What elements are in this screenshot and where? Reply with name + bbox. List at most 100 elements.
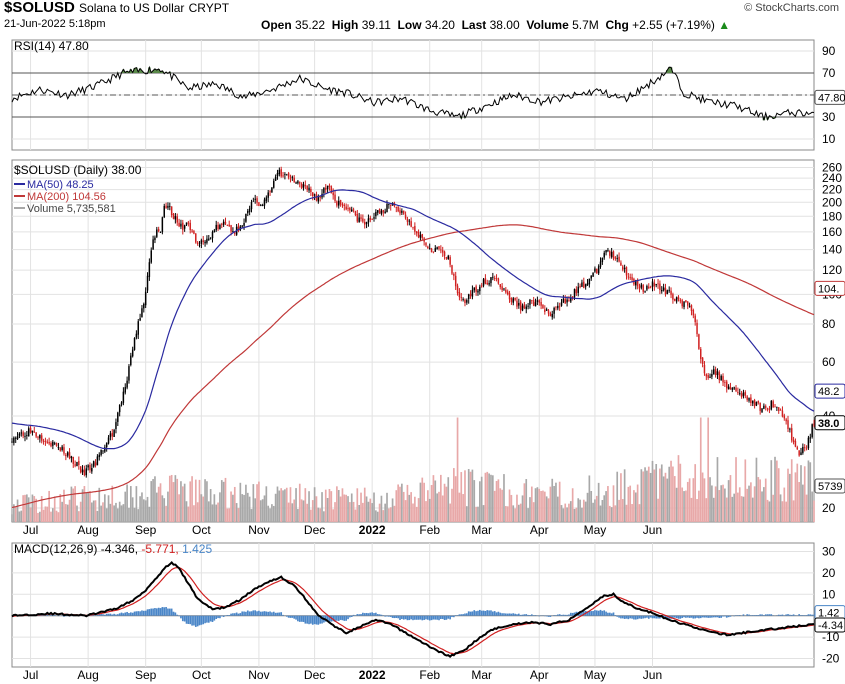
volume-bar	[750, 482, 752, 522]
macd-histogram-bar	[763, 615, 765, 616]
candle-body	[486, 282, 489, 285]
candle-body	[276, 173, 279, 177]
candle-body	[375, 212, 377, 217]
candle-body	[33, 431, 36, 433]
macd-histogram-bar	[337, 615, 340, 621]
volume-bar	[478, 481, 481, 522]
macd-histogram-bar	[642, 615, 645, 619]
volume-bar	[675, 487, 678, 522]
macd-panel-frame	[11, 542, 815, 668]
candle-body	[694, 315, 696, 323]
candle-body	[796, 447, 799, 450]
volume-bar	[579, 499, 581, 522]
macd-histogram-bar	[287, 615, 290, 618]
macd-y-tick-label: 30	[822, 545, 836, 559]
candle-body	[592, 272, 594, 277]
volume-bar	[438, 491, 440, 522]
price-title: $SOLUSD (Daily) 38.00	[14, 163, 142, 177]
candle-body	[696, 322, 698, 335]
macd-histogram-bar	[129, 612, 132, 616]
macd-histogram-bar	[506, 613, 509, 616]
volume-bar	[139, 496, 141, 522]
volume-bar	[646, 470, 648, 522]
macd-histogram-bar	[582, 611, 585, 616]
macd-histogram-bar	[755, 615, 758, 616]
candle-body	[70, 456, 73, 459]
candle-body	[146, 275, 149, 291]
volume-bar	[285, 487, 288, 522]
volume-bar	[100, 505, 102, 522]
volume-bar	[634, 492, 637, 522]
candle-body	[670, 290, 672, 295]
macd-histogram-bar	[232, 613, 234, 616]
macd-histogram-bar	[558, 614, 561, 616]
volume-bar	[800, 465, 802, 522]
candle-body	[354, 211, 357, 216]
macd-histogram-bar	[655, 615, 658, 619]
candle-body	[14, 437, 17, 439]
candle-body	[386, 204, 388, 213]
candle-body	[713, 369, 715, 375]
candle-body	[170, 206, 173, 215]
candle-body	[596, 268, 598, 274]
candle-body	[746, 396, 748, 400]
volume-bar	[616, 471, 619, 522]
x-tick-label-bottom: May	[584, 668, 607, 682]
volume-bar	[573, 508, 576, 522]
candle-body	[668, 289, 670, 291]
macd-histogram-bar	[259, 611, 262, 616]
candle-body	[287, 173, 290, 178]
macd-histogram-bar	[586, 611, 589, 616]
macd-histogram-bar	[573, 612, 576, 616]
price-last-value-box	[814, 478, 845, 494]
volume-label: Volume	[526, 18, 569, 32]
candle-body	[310, 188, 312, 193]
rsi-last-value-box	[814, 89, 845, 105]
candle-body	[642, 285, 644, 292]
macd-histogram-bar	[480, 610, 483, 616]
volume-bar	[798, 482, 800, 522]
macd-histogram-bar	[579, 611, 581, 616]
candle-body	[187, 222, 190, 224]
candle-body	[222, 221, 225, 225]
volume-bar	[220, 480, 223, 522]
candle-body	[306, 185, 308, 190]
candle-body	[334, 194, 336, 201]
candle-body	[757, 401, 760, 403]
rsi-line	[11, 65, 815, 122]
macd-histogram-bar	[209, 615, 212, 622]
candle-body	[742, 392, 745, 396]
volume-bar	[792, 500, 795, 522]
volume-bar	[506, 506, 509, 522]
macd-histogram-bar	[276, 612, 279, 616]
macd-histogram-bar	[204, 615, 206, 624]
volume-bar	[295, 488, 297, 522]
macd-histogram-bar	[603, 610, 606, 616]
macd-histogram-bar	[564, 614, 567, 616]
macd-histogram-bar	[683, 615, 685, 618]
volume-bar	[469, 471, 472, 522]
volume-bar	[350, 493, 353, 522]
candle-body	[178, 222, 180, 227]
candle-body	[267, 192, 269, 198]
macd-histogram-bar	[725, 615, 728, 618]
volume-bar	[547, 498, 550, 522]
macd-histogram-bar	[636, 615, 639, 620]
candle-body	[505, 289, 507, 293]
macd-histogram-bar	[220, 615, 223, 617]
macd-histogram-bar	[367, 613, 370, 616]
volume-bar	[790, 459, 793, 522]
macd-histogram-bar	[107, 613, 110, 616]
candle-body	[428, 248, 431, 249]
volume-bar	[770, 460, 773, 522]
candle-body	[499, 284, 501, 288]
volume-bar	[490, 474, 492, 522]
candle-body	[415, 231, 418, 234]
volume-bar	[90, 502, 93, 522]
volume-bar	[200, 494, 203, 522]
volume-bar	[640, 469, 643, 522]
volume-bar	[163, 498, 166, 522]
macd-histogram-bar	[185, 615, 188, 624]
volume-bar	[787, 468, 789, 522]
